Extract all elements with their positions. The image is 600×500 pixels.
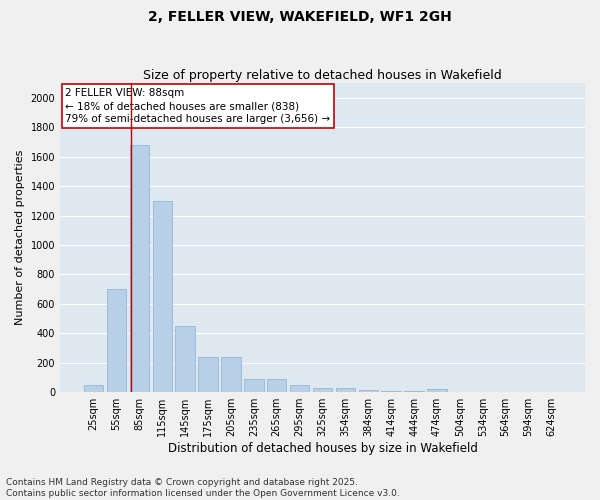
Bar — [84, 385, 103, 392]
Bar — [427, 388, 446, 392]
Text: Contains HM Land Registry data © Crown copyright and database right 2025.
Contai: Contains HM Land Registry data © Crown c… — [6, 478, 400, 498]
X-axis label: Distribution of detached houses by size in Wakefield: Distribution of detached houses by size … — [167, 442, 478, 455]
Text: 2, FELLER VIEW, WAKEFIELD, WF1 2GH: 2, FELLER VIEW, WAKEFIELD, WF1 2GH — [148, 10, 452, 24]
Text: 2 FELLER VIEW: 88sqm
← 18% of detached houses are smaller (838)
79% of semi-deta: 2 FELLER VIEW: 88sqm ← 18% of detached h… — [65, 88, 331, 124]
Y-axis label: Number of detached properties: Number of detached properties — [15, 150, 25, 326]
Bar — [359, 390, 378, 392]
Bar — [382, 390, 401, 392]
Bar — [199, 357, 218, 392]
Bar — [313, 388, 332, 392]
Bar — [335, 388, 355, 392]
Bar — [107, 289, 126, 392]
Bar — [175, 326, 195, 392]
Bar — [267, 379, 286, 392]
Bar — [244, 379, 263, 392]
Bar — [290, 385, 310, 392]
Bar — [221, 357, 241, 392]
Title: Size of property relative to detached houses in Wakefield: Size of property relative to detached ho… — [143, 69, 502, 82]
Bar — [130, 145, 149, 392]
Bar — [152, 201, 172, 392]
